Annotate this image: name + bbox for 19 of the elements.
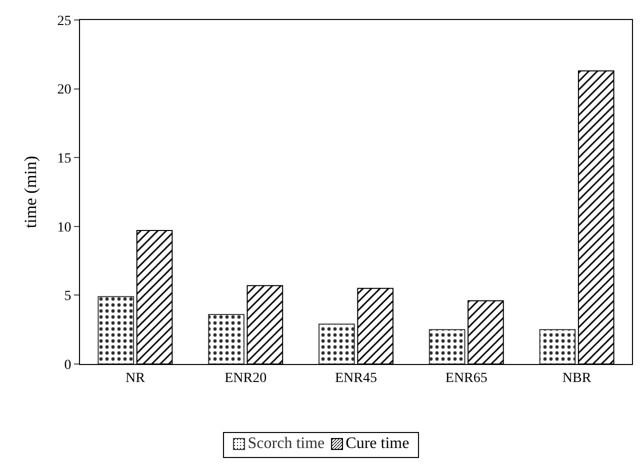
bar [428, 329, 466, 364]
y-tick-label: 5 [64, 289, 72, 304]
text: Cure time [346, 435, 410, 453]
bar [539, 329, 576, 364]
x-tick-label: NBR [562, 370, 592, 386]
y-tick-label: 0 [64, 358, 72, 373]
y-tick-label: 25 [57, 14, 72, 29]
bar [208, 314, 244, 364]
x-tick-label: NR [125, 370, 146, 386]
y-axis-title: time (min) [21, 156, 40, 228]
y-tick-label: 10 [57, 220, 72, 236]
bar [98, 296, 134, 364]
bar [318, 324, 355, 364]
y-tick-label: 20 [57, 82, 72, 98]
x-tick-label: ENR65 [445, 370, 488, 386]
text: Scorch time [248, 435, 325, 453]
x-tick-label: ENR45 [335, 370, 377, 386]
y-tick-label: 15 [57, 152, 72, 166]
x-tick-label: ENR20 [224, 370, 267, 386]
